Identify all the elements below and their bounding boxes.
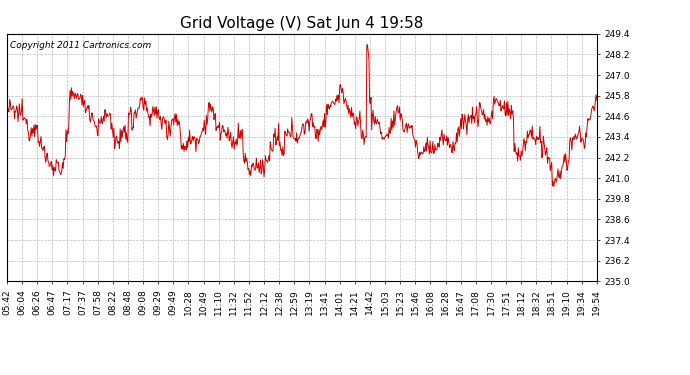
Title: Grid Voltage (V) Sat Jun 4 19:58: Grid Voltage (V) Sat Jun 4 19:58 — [180, 16, 424, 31]
Text: Copyright 2011 Cartronics.com: Copyright 2011 Cartronics.com — [10, 41, 151, 50]
